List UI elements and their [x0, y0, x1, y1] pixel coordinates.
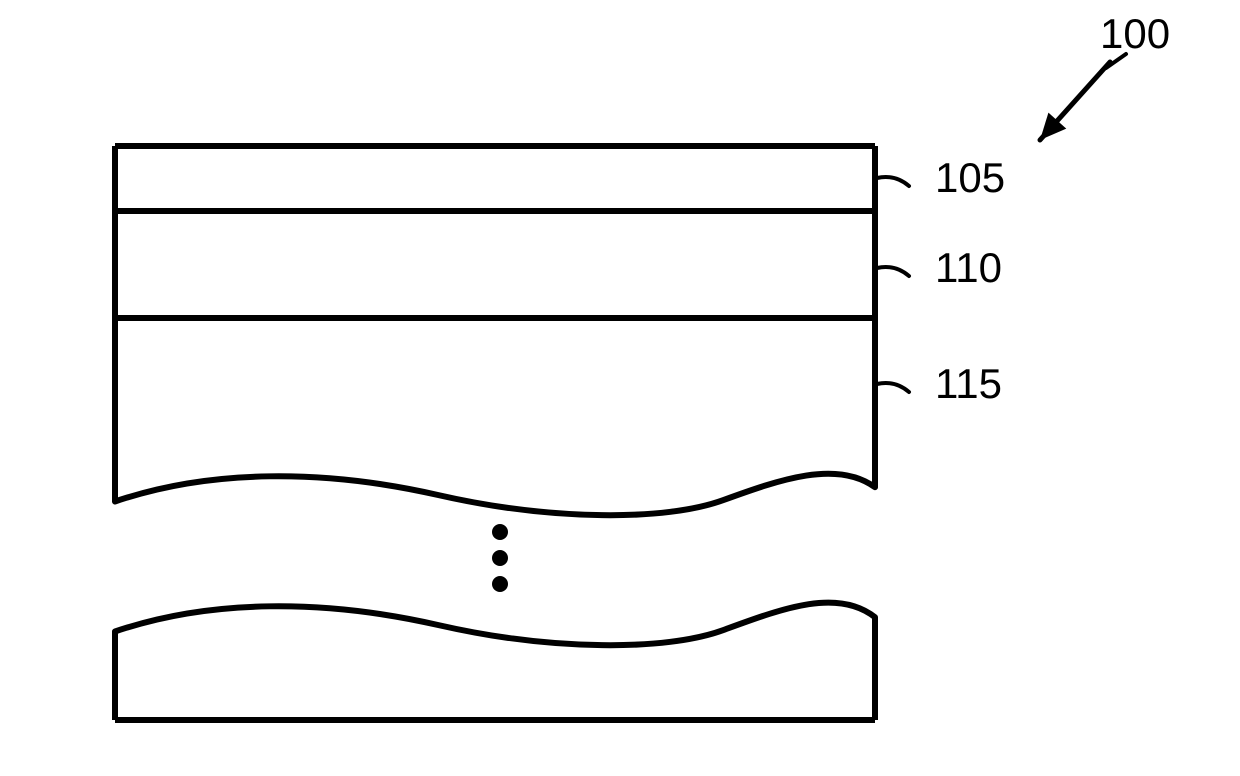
- tick-110: [877, 267, 909, 276]
- ellipsis-dot: [492, 550, 508, 566]
- ellipsis-dot: [492, 576, 508, 592]
- tick-105: [877, 177, 909, 186]
- break-wave-lower: [115, 603, 875, 646]
- layered-diagram: 105 110 115 100: [0, 0, 1240, 776]
- ellipsis-dot: [492, 524, 508, 540]
- figure-ref-label: 100: [1100, 10, 1170, 57]
- label-115: 115: [935, 360, 1002, 407]
- tick-115: [877, 383, 909, 392]
- label-105: 105: [935, 154, 1005, 201]
- label-110: 110: [935, 244, 1002, 291]
- break-wave-upper: [115, 474, 875, 516]
